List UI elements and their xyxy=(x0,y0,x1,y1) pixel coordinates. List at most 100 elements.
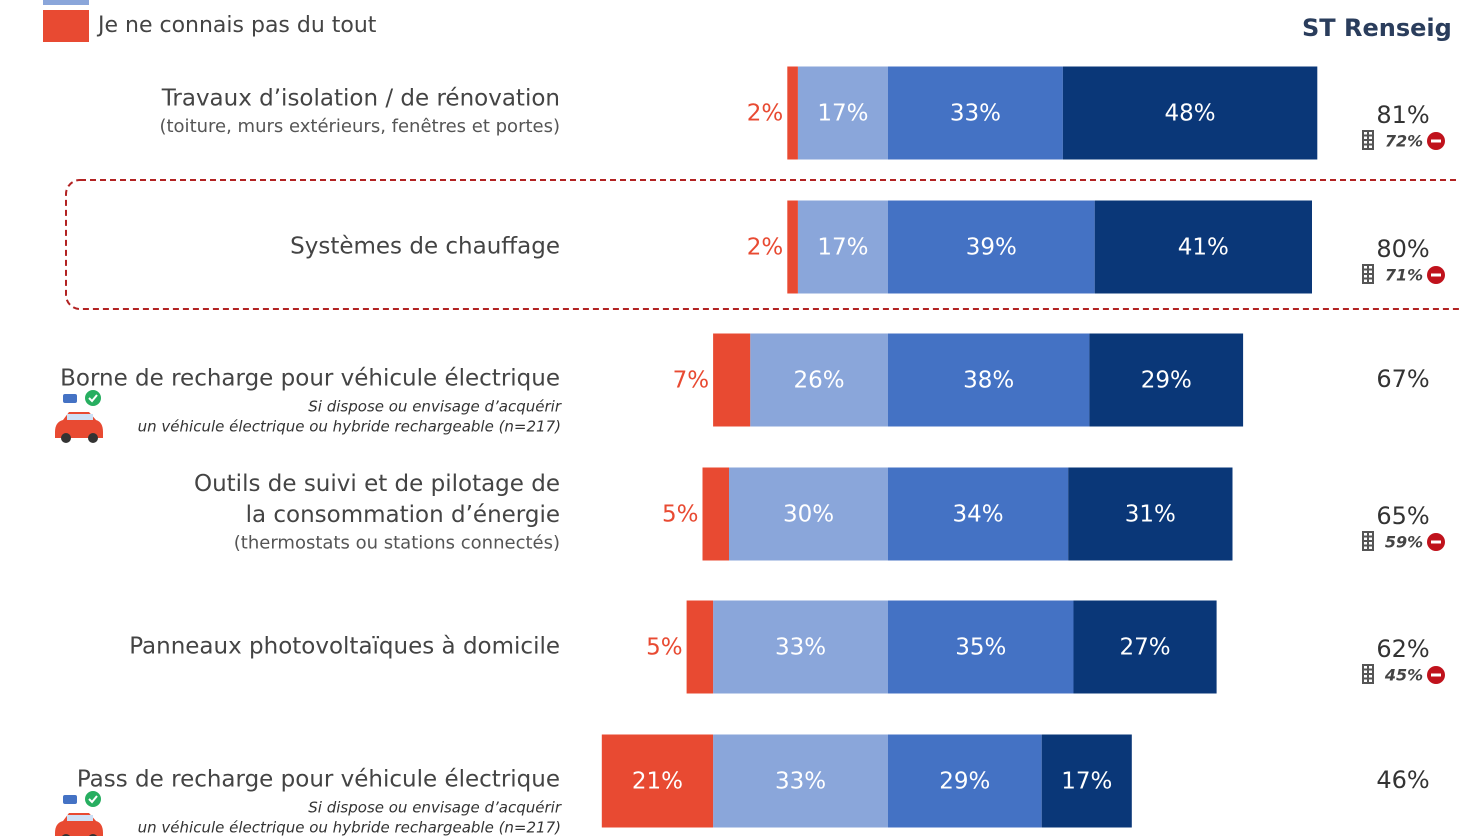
bar-segment xyxy=(601,734,714,828)
value-label: 17% xyxy=(817,235,868,261)
window xyxy=(1364,270,1367,273)
minus-bar xyxy=(1431,273,1441,277)
bar-segment xyxy=(888,333,1090,427)
value-label: 21% xyxy=(632,769,683,795)
window xyxy=(1364,666,1367,669)
bar-segment xyxy=(713,734,888,828)
bar-segment xyxy=(888,734,1042,828)
total-label: 65% xyxy=(1376,502,1429,530)
car-window xyxy=(67,414,93,420)
window xyxy=(1369,533,1372,536)
window xyxy=(1364,542,1367,545)
category-note: Si dispose ou envisage d’acquérir xyxy=(308,398,562,416)
plug xyxy=(63,795,77,804)
bar-segment xyxy=(787,200,798,294)
category-note: un véhicule électrique ou hybride rechar… xyxy=(138,418,561,436)
car-window xyxy=(67,815,93,821)
bar-segment xyxy=(702,467,729,561)
sub-total-label: 71% xyxy=(1385,266,1423,285)
total-label: 81% xyxy=(1376,101,1429,129)
value-label: 26% xyxy=(794,368,845,394)
value-label: 7% xyxy=(673,368,710,394)
bar-segment xyxy=(1089,333,1244,427)
value-label: 34% xyxy=(953,502,1004,528)
highlight-box xyxy=(65,179,1459,310)
plug xyxy=(63,394,77,403)
minus-bar xyxy=(1431,139,1441,143)
sub-total-label: 72% xyxy=(1385,132,1423,151)
legend-swatch xyxy=(43,10,89,42)
minus-bar xyxy=(1431,540,1441,544)
window xyxy=(1364,670,1367,673)
legend-label: Je ne connais pas du tout xyxy=(96,13,377,38)
sub-total-label: 45% xyxy=(1384,666,1423,685)
bar-segment xyxy=(1068,467,1233,561)
window xyxy=(1369,141,1372,144)
category-label: Pass de recharge pour véhicule électriqu… xyxy=(77,767,560,793)
window xyxy=(1364,279,1367,282)
total-label: 80% xyxy=(1376,235,1429,263)
window xyxy=(1369,546,1372,549)
value-label: 33% xyxy=(775,769,826,795)
window xyxy=(1364,546,1367,549)
window xyxy=(1364,266,1367,269)
building-icon xyxy=(1362,130,1374,150)
category-subtitle: (thermostats ou stations connectés) xyxy=(234,533,560,554)
window xyxy=(1364,533,1367,536)
building xyxy=(1362,531,1374,551)
window xyxy=(1369,279,1372,282)
category-label: Outils de suivi et de pilotage de xyxy=(194,471,560,497)
check xyxy=(88,394,98,403)
bar-segment xyxy=(713,600,888,694)
total-label: 67% xyxy=(1376,365,1429,393)
minus-bar xyxy=(1431,673,1441,677)
legend-swatch xyxy=(43,0,89,5)
value-label: 39% xyxy=(966,235,1017,261)
value-label: 33% xyxy=(775,635,826,661)
total-label: 62% xyxy=(1376,635,1429,663)
vehicle-icon xyxy=(55,791,103,836)
building xyxy=(1362,130,1374,150)
bar-segment xyxy=(1073,600,1217,694)
value-label: 29% xyxy=(939,769,990,795)
category-label: Panneaux photovoltaïques à domicile xyxy=(129,634,560,660)
bar-segment xyxy=(797,200,888,294)
window xyxy=(1369,675,1372,678)
value-label: 17% xyxy=(817,101,868,127)
window xyxy=(1364,675,1367,678)
window xyxy=(1364,136,1367,139)
value-label: 48% xyxy=(1165,101,1216,127)
bar-segment xyxy=(888,200,1095,294)
category-label: la consommation d’énergie xyxy=(246,502,560,528)
bar-segment xyxy=(686,600,714,694)
window xyxy=(1369,275,1372,278)
value-label: 38% xyxy=(963,368,1014,394)
value-label: 41% xyxy=(1178,235,1229,261)
car-wheel xyxy=(61,433,71,443)
window xyxy=(1364,141,1367,144)
window xyxy=(1364,145,1367,148)
bar-segment xyxy=(1094,200,1312,294)
window xyxy=(1369,679,1372,682)
window xyxy=(1369,537,1372,540)
bar-segment xyxy=(797,66,888,160)
value-label: 35% xyxy=(955,635,1006,661)
right-header: ST Renseig xyxy=(1302,14,1452,42)
building xyxy=(1362,264,1374,284)
building-icon xyxy=(1362,664,1374,684)
check-badge xyxy=(85,390,101,406)
bar-segment xyxy=(888,467,1069,561)
window xyxy=(1369,542,1372,545)
window xyxy=(1369,132,1372,135)
category-note: Si dispose ou envisage d’acquérir xyxy=(308,799,562,817)
building-icon xyxy=(1362,531,1374,551)
category-label: Systèmes de chauffage xyxy=(290,234,560,260)
value-label: 33% xyxy=(950,101,1001,127)
bar-segment xyxy=(729,467,888,561)
window xyxy=(1369,145,1372,148)
window xyxy=(1369,670,1372,673)
value-label: 31% xyxy=(1125,502,1176,528)
window xyxy=(1369,136,1372,139)
window xyxy=(1369,270,1372,273)
category-note: un véhicule électrique ou hybride rechar… xyxy=(138,819,561,836)
